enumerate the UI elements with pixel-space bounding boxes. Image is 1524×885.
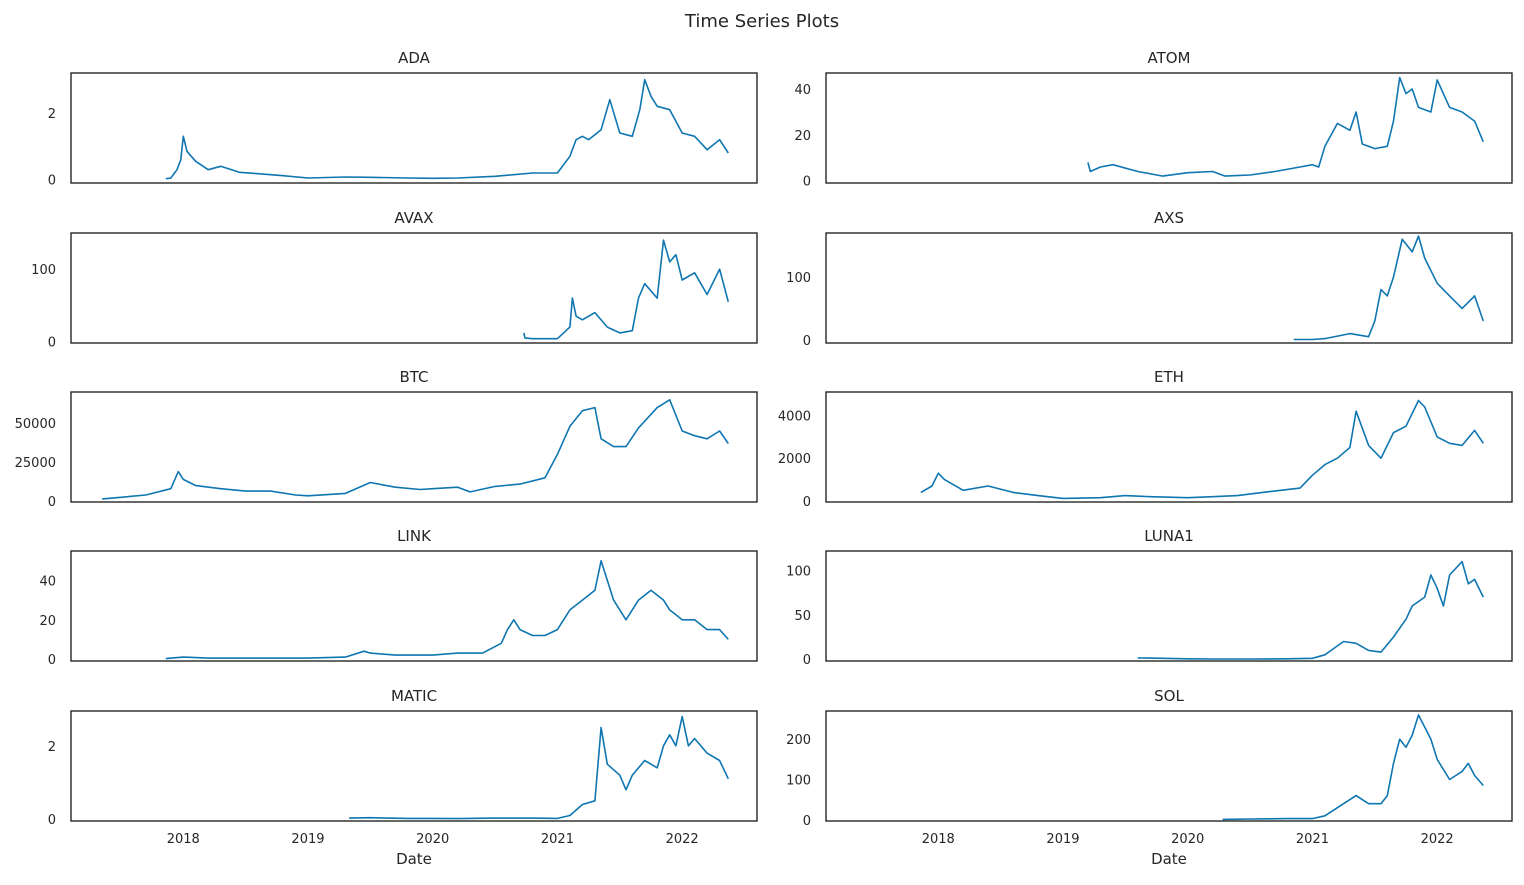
subplot-title: MATIC <box>391 687 437 705</box>
series-line-sol <box>1222 714 1484 821</box>
x-tick-label: 2021 <box>541 832 574 847</box>
axes-frame <box>70 710 758 822</box>
axes-frame <box>70 391 758 503</box>
subplot-title: LINK <box>397 527 432 545</box>
axes-frame <box>825 232 1513 344</box>
x-tick-label: 2018 <box>167 832 200 847</box>
subplot-atom: ATOM 0 20 40 <box>794 49 1513 190</box>
x-tick-label: 2018 <box>922 832 955 847</box>
subplot-btc: BTC 0 25000 50000 <box>15 368 758 510</box>
subplot-eth: ETH 0 2000 4000 <box>778 368 1513 510</box>
y-tick-label: 40 <box>39 574 56 589</box>
series-line-avax <box>523 239 730 340</box>
series-line-luna1 <box>1137 560 1485 660</box>
series-line-eth <box>920 399 1484 500</box>
subplot-title: ETH <box>1154 368 1184 386</box>
axes-frame <box>825 550 1513 662</box>
y-tick-label: 0 <box>803 495 811 510</box>
y-tick-label: 0 <box>48 813 56 828</box>
y-tick-label: 0 <box>803 653 811 668</box>
subplot-title: SOL <box>1154 687 1184 705</box>
subplot-grid: ADA02ATOM02040AVAX0100AXS0100BTC02500050… <box>15 49 1513 868</box>
y-tick-label: 100 <box>786 565 811 580</box>
y-tick-label: 200 <box>786 733 811 748</box>
series-line-axs <box>1293 235 1485 341</box>
axes-frame <box>825 710 1513 822</box>
axes-frame <box>70 72 758 184</box>
x-tick-label: 2020 <box>1171 832 1204 847</box>
y-tick-label: 0 <box>803 814 811 829</box>
axes-frame <box>825 72 1513 184</box>
series-line-btc <box>102 398 729 500</box>
subplot-avax: AVAX 0 100 <box>31 209 758 351</box>
y-tick-label: 20 <box>39 614 56 629</box>
x-axis-label: Date <box>396 850 432 868</box>
y-tick-label: 0 <box>48 495 56 510</box>
x-tick-label: 2019 <box>291 832 324 847</box>
subplot-luna1: LUNA1 0 50 100 <box>786 527 1513 668</box>
y-tick-label: 2 <box>48 107 56 122</box>
series-line-atom <box>1087 76 1485 177</box>
series-line-link <box>165 559 729 660</box>
subplot-title: LUNA1 <box>1144 527 1194 545</box>
y-tick-label: 100 <box>786 773 811 788</box>
subplot-title: ATOM <box>1147 49 1190 67</box>
y-tick-label: 0 <box>48 653 56 668</box>
y-tick-label: 2000 <box>778 452 811 467</box>
subplot-title: ADA <box>398 49 431 67</box>
y-tick-label: 0 <box>48 336 56 351</box>
subplot-ada: ADA 0 2 <box>48 49 758 189</box>
y-tick-label: 4000 <box>778 409 811 424</box>
y-tick-label: 100 <box>786 271 811 286</box>
y-tick-label: 0 <box>803 175 811 190</box>
y-tick-label: 50000 <box>15 417 56 432</box>
y-tick-label: 0 <box>803 334 811 349</box>
y-tick-label: 25000 <box>15 456 56 471</box>
subplot-title: BTC <box>399 368 428 386</box>
axes-frame <box>825 391 1513 503</box>
y-tick-label: 40 <box>794 83 811 98</box>
series-line-ada <box>165 78 729 180</box>
axes-frame <box>70 550 758 662</box>
subplot-title: AXS <box>1154 209 1184 227</box>
subplot-sol: SOL 0 100 200 2018 2019 2020 2021 2022 Date <box>786 687 1513 868</box>
x-tick-label: 2022 <box>666 832 699 847</box>
y-tick-label: 100 <box>31 263 56 278</box>
y-tick-label: 2 <box>48 740 56 755</box>
figure-title: Time Series Plots <box>684 11 839 32</box>
y-tick-label: 0 <box>48 174 56 189</box>
y-tick-label: 20 <box>794 129 811 144</box>
axes-frame <box>70 232 758 344</box>
subplot-link: LINK 0 20 40 <box>39 527 758 668</box>
x-tick-label: 2022 <box>1421 832 1454 847</box>
subplot-matic: MATIC 0 2 2018 2019 2020 2021 2022 Date <box>48 687 758 868</box>
x-axis-label: Date <box>1151 850 1187 868</box>
y-tick-label: 50 <box>794 609 811 624</box>
series-line-matic <box>349 715 730 820</box>
x-tick-label: 2021 <box>1296 832 1329 847</box>
x-tick-label: 2019 <box>1046 832 1079 847</box>
subplot-title: AVAX <box>394 209 433 227</box>
subplot-axs: AXS 0 100 <box>786 209 1513 349</box>
x-tick-label: 2020 <box>416 832 449 847</box>
